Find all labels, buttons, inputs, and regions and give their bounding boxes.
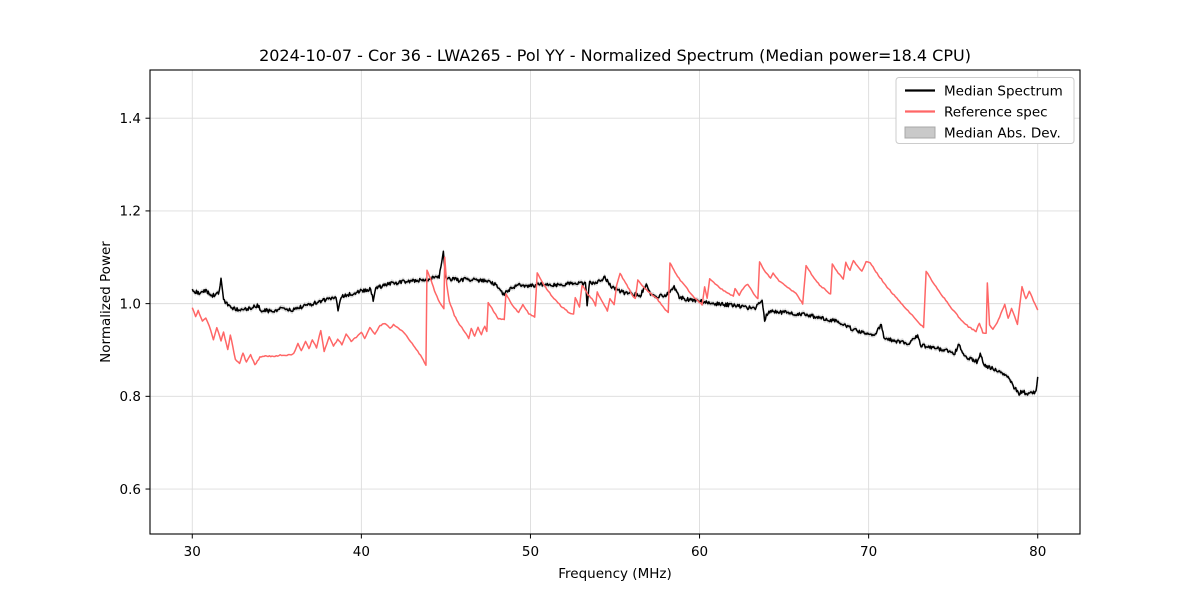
legend: Median Spectrum Reference spec Median Ab… [895, 77, 1075, 144]
legend-swatch-median-abs-dev [904, 126, 936, 139]
y-tick-label: 1.4 [120, 111, 141, 127]
x-tick-label: 40 [353, 544, 370, 560]
x-axis-label: Frequency (MHz) [558, 566, 671, 582]
legend-label-median-spectrum: Median Spectrum [944, 83, 1063, 99]
mad-band [192, 248, 1038, 398]
x-tick-label: 50 [522, 544, 539, 560]
median-abs-dev-band [192, 248, 1038, 398]
plot-border [149, 69, 1081, 535]
series-lines [191, 250, 1039, 396]
axis-ticks: 30 40 50 60 70 80 0.6 0.8 1.0 1.2 1.4 [120, 111, 1047, 560]
x-tick-label: 60 [691, 544, 708, 560]
y-tick-label: 0.8 [120, 389, 141, 405]
y-tick-label: 0.6 [120, 482, 141, 498]
legend-label-reference-spec: Reference spec [944, 104, 1048, 120]
legend-box [895, 77, 1075, 144]
y-tick-label: 1.2 [120, 204, 141, 220]
x-tick-label: 80 [1029, 544, 1046, 560]
x-tick-label: 70 [860, 544, 877, 560]
median-spectrum-line [191, 250, 1039, 396]
legend-label-median-abs-dev: Median Abs. Dev. [944, 125, 1061, 141]
y-tick-label: 1.0 [120, 296, 141, 312]
reference-spec-line [191, 256, 1039, 367]
chart-title: 2024-10-07 - Cor 36 - LWA265 - Pol YY - … [259, 46, 971, 65]
y-axis-label: Normalized Power [98, 241, 114, 363]
x-tick-label: 30 [184, 544, 201, 560]
